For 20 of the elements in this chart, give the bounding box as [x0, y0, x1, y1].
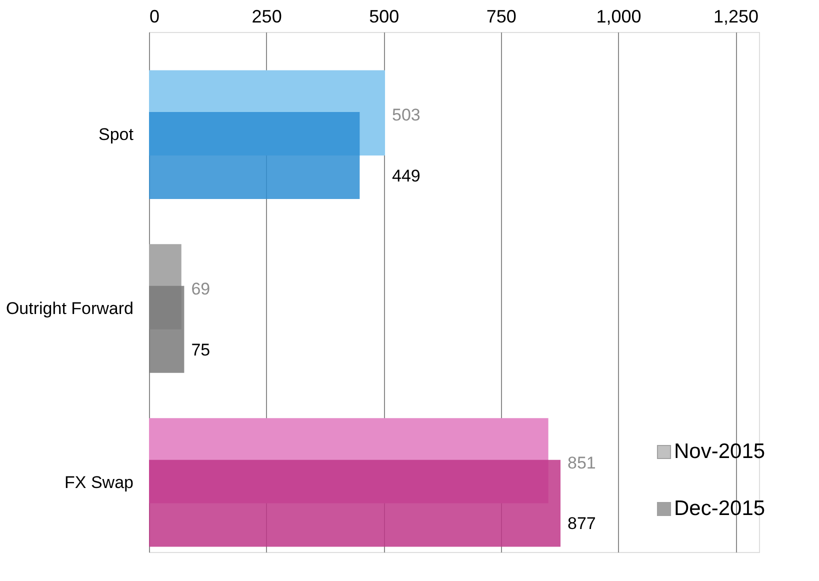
bar	[149, 286, 184, 373]
data-label: 503	[392, 105, 420, 124]
data-label: 851	[568, 453, 596, 472]
bar	[149, 460, 561, 547]
x-tick-label: 500	[369, 6, 400, 26]
data-label: 75	[191, 340, 210, 360]
legend-label: Dec-2015	[674, 497, 766, 520]
x-tick-label: 750	[486, 6, 516, 26]
bar	[149, 112, 360, 199]
y-tick-label: FX Swap	[64, 472, 134, 492]
data-label: 877	[568, 514, 596, 534]
x-tick-label: 1,250	[714, 6, 759, 26]
y-tick-label: Spot	[98, 125, 134, 144]
x-tick-label: 250	[252, 6, 282, 26]
data-label: 449	[392, 166, 420, 186]
x-tick-label: 0	[150, 6, 160, 26]
y-tick-label: Outright Forward	[6, 299, 134, 318]
legend-label: Nov-2015	[674, 440, 766, 463]
data-label: 69	[191, 279, 210, 298]
x-tick-label: 1,000	[596, 6, 642, 26]
